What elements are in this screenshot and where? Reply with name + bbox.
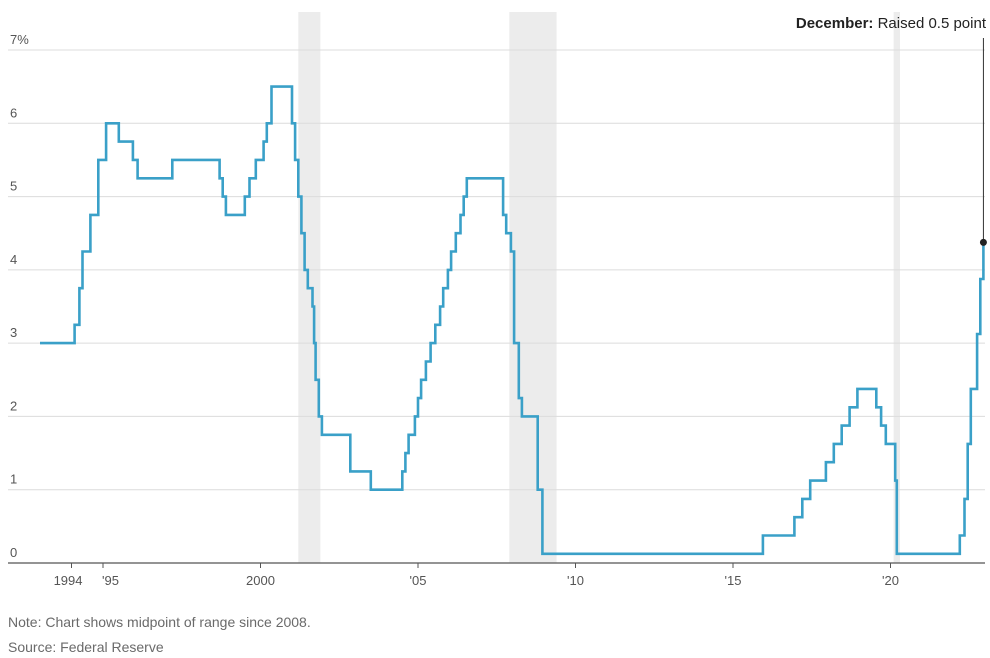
y-axis-tick-labels: 0 1 2 3 4 5 6 7% [10, 32, 29, 560]
annotation-label: December: Raised 0.5 point [796, 15, 987, 32]
annotation-label-bold: December: [796, 15, 874, 32]
y-tick-label: 6 [10, 105, 17, 120]
x-tick-label: '95 [102, 573, 119, 588]
recession-band-2 [893, 12, 900, 563]
x-axis-ticks: 1994 '95 2000 '05 '10 '15 '20 [54, 563, 899, 588]
y-tick-label: 1 [10, 472, 17, 487]
x-tick-label: '10 [567, 573, 584, 588]
annotation-label-text: Raised 0.5 point [873, 15, 986, 32]
fed-funds-rate-chart: 0 1 2 3 4 5 6 7% 1994 '95 2000 '05 '10 '15 '20 Decemb… [8, 12, 987, 588]
series-line [40, 85, 985, 556]
gridlines-group [8, 49, 985, 564]
y-tick-label: 2 [10, 398, 17, 413]
chart-source: Source: Federal Reserve [8, 639, 164, 655]
x-tick-label: '15 [725, 573, 742, 588]
annotation-marker [979, 238, 987, 246]
y-tick-label: 4 [10, 252, 17, 267]
x-tick-label: '05 [410, 573, 427, 588]
y-tick-label: 0 [10, 545, 17, 560]
x-tick-label: '20 [882, 573, 899, 588]
chart-note: Note: Chart shows midpoint of range sinc… [8, 614, 311, 630]
y-tick-label: 7% [10, 32, 29, 47]
x-tick-label: 2000 [246, 573, 275, 588]
recession-band-1 [509, 12, 557, 563]
y-tick-label: 3 [10, 325, 17, 340]
x-tick-label: 1994 [54, 573, 83, 588]
y-tick-label: 5 [10, 179, 17, 194]
recession-shading-group [298, 12, 900, 563]
